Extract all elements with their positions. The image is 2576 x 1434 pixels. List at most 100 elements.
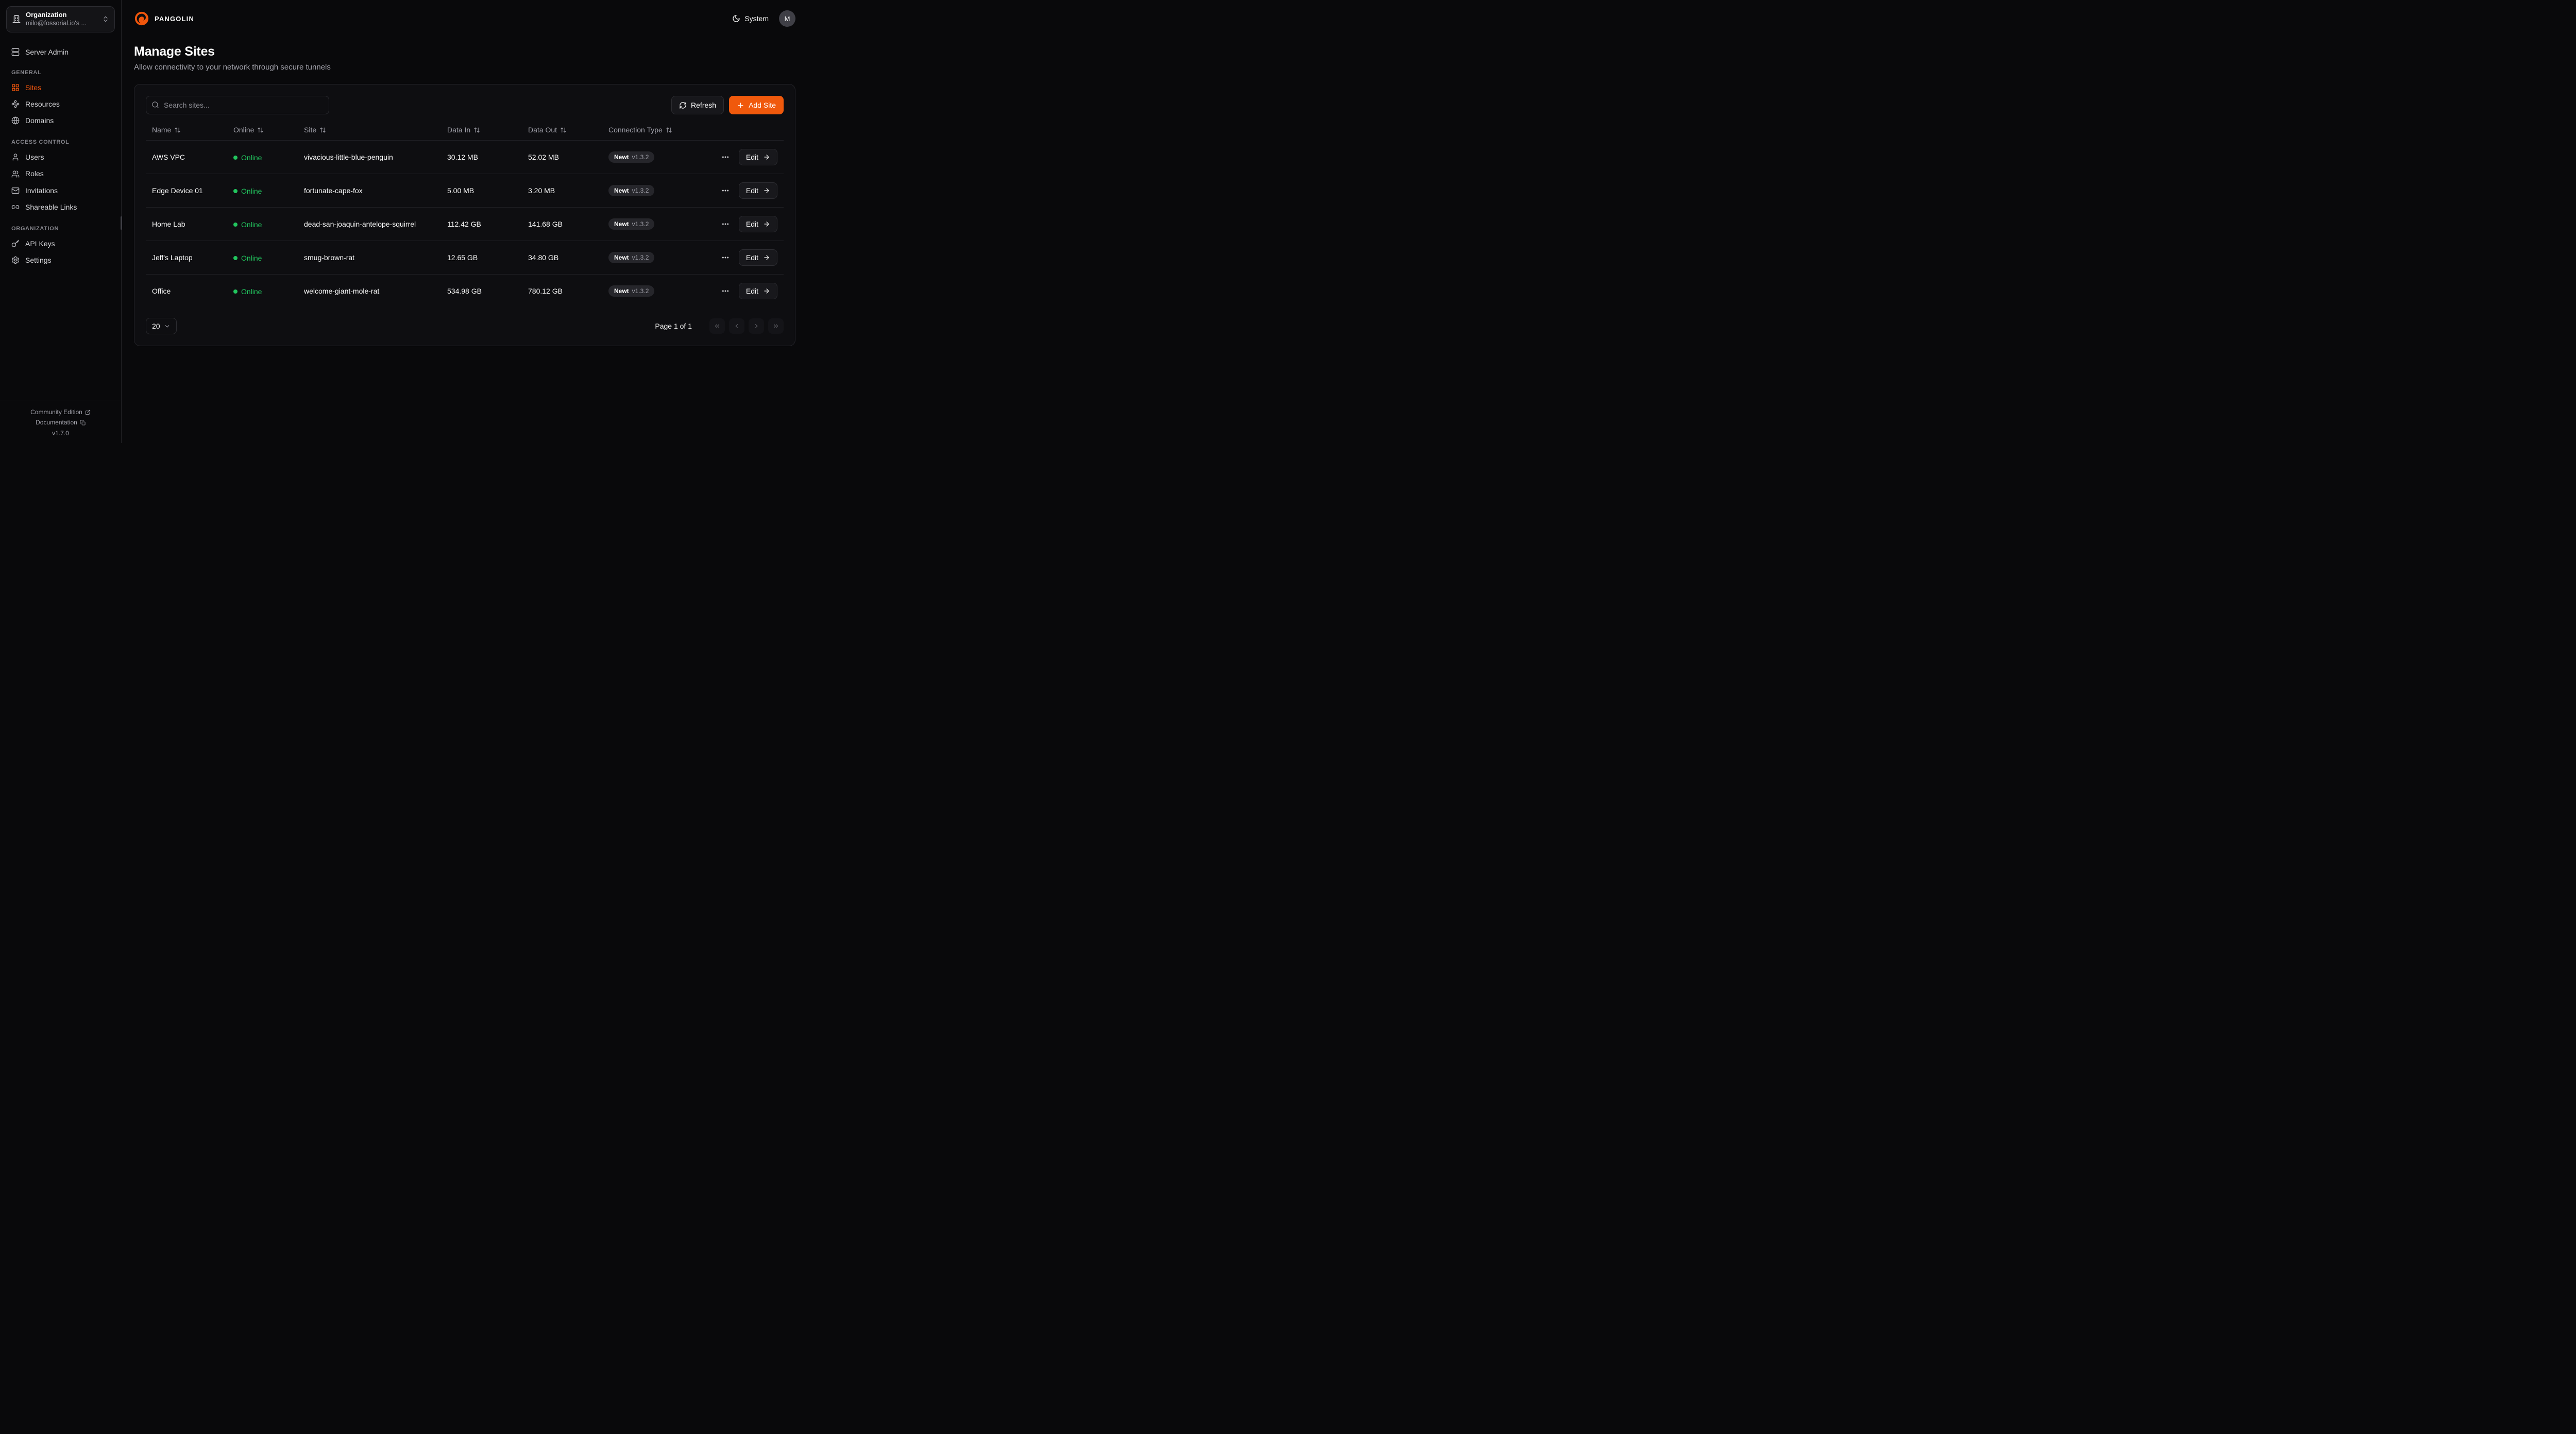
column-header-site[interactable]: Site (298, 121, 441, 141)
sidebar-item-server-admin[interactable]: Server Admin (6, 44, 115, 60)
ellipsis-icon (721, 186, 730, 195)
refresh-button[interactable]: Refresh (671, 96, 724, 114)
sidebar-heading-general: GENERAL (11, 69, 42, 76)
cell-site: fortunate-cape-fox (298, 174, 441, 208)
sidebar-item-api-keys[interactable]: API Keys (6, 235, 115, 252)
sidebar-item-domains[interactable]: Domains (6, 112, 115, 129)
theme-toggle[interactable]: System (732, 14, 769, 23)
column-label: Data Out (528, 126, 557, 134)
connection-version: v1.3.2 (632, 254, 649, 261)
pangolin-logo-icon (134, 11, 149, 26)
toolbar-actions: Refresh Add Site (671, 96, 784, 114)
cell-data-out: 3.20 MB (522, 174, 602, 208)
refresh-icon (679, 101, 687, 109)
sidebar-item-users[interactable]: Users (6, 149, 115, 165)
sidebar-footer: Community Edition Documentation v1.7.0 (0, 401, 121, 443)
search-wrap (146, 96, 329, 114)
row-menu-button[interactable] (719, 151, 732, 163)
plus-icon (737, 101, 744, 109)
column-header-name[interactable]: Name (146, 121, 227, 141)
first-page-button[interactable] (709, 318, 725, 334)
org-switcher-value: milo@fossorial.io's ... (26, 20, 87, 27)
online-dot (233, 289, 238, 294)
column-header-actions (720, 121, 784, 141)
column-header-data-out[interactable]: Data Out (522, 121, 602, 141)
card-pagination: 20 Page 1 of 1 (146, 318, 784, 334)
sort-icon (174, 127, 181, 133)
search-input[interactable] (146, 96, 329, 114)
sidebar-item-label: Sites (25, 83, 42, 92)
connection-type-badge: Newt v1.3.2 (608, 218, 655, 230)
sidebar-resize-handle[interactable] (121, 216, 122, 230)
row-menu-button[interactable] (719, 251, 732, 264)
sidebar-item-invitations[interactable]: Invitations (6, 182, 115, 199)
sidebar-item-resources[interactable]: Resources (6, 96, 115, 112)
link-icon (11, 203, 20, 211)
connection-name: Newt (614, 220, 629, 228)
sites-card: Refresh Add Site Name Online Site Data I… (134, 84, 795, 346)
arrow-right-icon (763, 187, 770, 194)
key-icon (11, 240, 20, 248)
cell-actions: Edit (720, 174, 784, 208)
brand[interactable]: PANGOLIN (134, 11, 194, 26)
edit-button[interactable]: Edit (738, 182, 777, 199)
cell-actions: Edit (719, 274, 784, 308)
org-switcher[interactable]: Organization milo@fossorial.io's ... (6, 6, 115, 32)
edit-button-label: Edit (745, 153, 758, 161)
ellipsis-icon (721, 153, 730, 161)
org-switcher-label: Organization (26, 11, 67, 19)
add-site-button-label: Add Site (749, 101, 776, 109)
next-page-button[interactable] (749, 318, 764, 334)
cell-online: Online (227, 140, 298, 174)
add-site-button[interactable]: Add Site (729, 96, 784, 114)
connection-type-badge: Newt v1.3.2 (608, 185, 655, 196)
sidebar-item-sites[interactable]: Sites (6, 79, 115, 96)
documentation-link[interactable]: Documentation (0, 417, 121, 428)
connection-type-badge: Newt v1.3.2 (608, 252, 655, 263)
avatar[interactable]: M (779, 10, 795, 27)
theme-toggle-label: System (744, 14, 769, 23)
cell-actions: Edit (719, 207, 784, 241)
connection-name: Newt (614, 287, 629, 295)
edit-button[interactable]: Edit (738, 283, 777, 299)
sidebar-item-shareable-links[interactable]: Shareable Links (6, 199, 115, 215)
online-dot (233, 189, 238, 193)
ellipsis-icon (721, 253, 730, 262)
column-label: Data In (447, 126, 471, 134)
sidebar-item-label: Invitations (25, 186, 58, 195)
page-size-value: 20 (152, 322, 160, 330)
sidebar-item-settings[interactable]: Settings (6, 252, 115, 268)
column-header-data-in[interactable]: Data In (441, 121, 522, 141)
community-edition-link[interactable]: Community Edition (0, 407, 121, 417)
column-header-online[interactable]: Online (227, 121, 298, 141)
cell-connection-type: Newt v1.3.2 (602, 274, 720, 308)
edit-button[interactable]: Edit (738, 216, 777, 232)
previous-page-button[interactable] (729, 318, 744, 334)
documentation-icon (80, 420, 86, 425)
row-menu-button[interactable] (719, 218, 732, 230)
globe-icon (11, 116, 20, 125)
cell-online: Online (227, 207, 298, 241)
edit-button[interactable]: Edit (738, 249, 777, 266)
chevrons-left-icon (714, 322, 721, 330)
sites-grid-icon (11, 83, 20, 92)
moon-icon (732, 14, 740, 23)
sidebar-item-roles[interactable]: Roles (6, 165, 115, 182)
arrow-right-icon (763, 287, 770, 295)
row-menu-button[interactable] (719, 184, 732, 197)
row-menu-button[interactable] (719, 285, 732, 297)
connection-type-badge: Newt v1.3.2 (608, 285, 655, 297)
cell-data-in: 5.00 MB (441, 174, 522, 208)
sort-icon (666, 127, 672, 133)
edit-button[interactable]: Edit (738, 149, 777, 165)
sidebar: Organization milo@fossorial.io's ... Ser… (0, 0, 122, 443)
edit-button-label: Edit (745, 186, 758, 195)
table-row: Home Lab Online dead-san-joaquin-antelop… (146, 207, 784, 241)
last-page-button[interactable] (768, 318, 784, 334)
chevron-down-icon (164, 323, 171, 330)
table-row: Jeff's Laptop Online smug-brown-rat 12.6… (146, 241, 784, 275)
cell-data-out: 141.68 GB (522, 207, 602, 241)
page-size-select[interactable]: 20 (146, 318, 177, 334)
column-header-connection-type[interactable]: Connection Type (602, 121, 720, 141)
column-label: Connection Type (608, 126, 663, 134)
